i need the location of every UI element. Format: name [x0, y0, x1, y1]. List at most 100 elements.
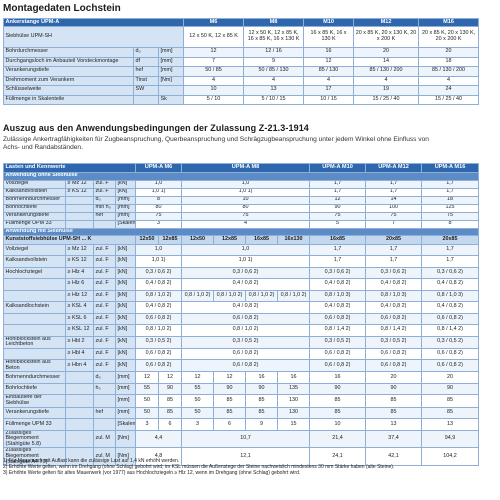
row-label: Hohlblockstein aus Leichtbeton — [3, 335, 66, 349]
row-label: min h₀ — [93, 203, 116, 213]
cell: 0,4 / 0,8 2) — [181, 301, 311, 314]
row-label: zul. F — [93, 335, 116, 349]
cell: 12 x 50 K, 12 x 85 K — [183, 26, 245, 48]
cell: 12x50 — [135, 235, 159, 245]
cell: 6 — [157, 418, 183, 431]
row-label — [133, 94, 159, 105]
row-label: [Nm] — [157, 75, 185, 86]
table-row: Zulässiges Biegemoment (Stahlgüte 5.8) zu… — [3, 429, 480, 449]
row-label — [3, 278, 66, 291]
cell: 0,8 / 1,0 2) — [245, 289, 279, 302]
cell: 125 — [421, 203, 480, 213]
row-label: zul. F — [93, 187, 116, 197]
row-label: Bohrdurchmesser — [3, 47, 134, 58]
cell: 1,0 — [181, 243, 311, 256]
cell: 94,9 — [421, 429, 480, 449]
row-label: [kN] — [115, 243, 136, 256]
cell: 7 — [183, 56, 245, 67]
row-label — [65, 429, 94, 449]
row-label: Verankerungstiefe — [3, 211, 66, 221]
footnotes: 1) Für Mauerwerk mit Auflast kann die zu… — [3, 458, 483, 476]
cell: 19 — [353, 85, 420, 96]
cell: 14 — [353, 56, 420, 67]
cell: 1,7 — [309, 187, 367, 197]
table: Ankerstange UPM-A M6 M8 M10 M12 M16 Siebhülse … — [2, 18, 480, 105]
table-row: Bohrnenndurchmesser d₀ [mm] 12 12 12 12 16 16 16 2… — [3, 371, 480, 384]
cell: 13 — [365, 418, 423, 431]
row-label: ≥ Hbl 4 — [65, 347, 94, 361]
table-row: Durchgangsloch im Anbauteil Vorsteckmont… — [3, 56, 480, 67]
table-row: ≥ Hbl 4 zul. F [kN] 0,6 / 0,8 2) 0,6 / 0,8 2… — [3, 347, 480, 361]
cell: 1,7 — [421, 179, 480, 189]
cell: 4 — [183, 75, 245, 86]
section-title: Auszug aus den Anwendungsbedingungen der… — [3, 123, 309, 133]
cell: 8 — [421, 219, 480, 229]
cell: 1,7 — [365, 187, 423, 197]
cell: 4 — [353, 75, 420, 86]
row-label: [mm] — [157, 66, 185, 77]
row-label: ≥ Mz 12 — [65, 243, 94, 256]
cell: M10 — [303, 18, 355, 27]
cell: 12,1 — [181, 447, 311, 467]
row-label: [kN] — [115, 324, 136, 337]
cell: 1,0 1) — [134, 255, 183, 268]
cell: UPM-A M12 — [365, 163, 423, 173]
cell: 1,7 — [309, 243, 367, 256]
row-label: Vollziegel — [3, 179, 66, 189]
cell: 0,8 / 1,0 2) — [134, 324, 183, 337]
row-label: [mm] — [115, 195, 136, 205]
row-label: Kalksandlochstein — [3, 301, 66, 314]
row-label: [mm] — [115, 371, 136, 384]
row-label: Zulässiges Biegemoment (Stahlgüte 5.8) — [3, 429, 66, 449]
row-label: zul. F — [93, 255, 116, 268]
row-label: Bohrnenndurchmesser — [3, 195, 66, 205]
row-label: df — [133, 56, 159, 67]
cell: 15 / 25 / 40 — [418, 94, 480, 105]
row-label — [3, 347, 66, 361]
cell: 4 — [303, 75, 355, 86]
cell: 85 — [421, 394, 480, 408]
cell: 0,3 / 0,6 2) — [421, 266, 480, 279]
cell: 20 x 85 K, 20 x 130 K, 20 x 200 K — [353, 26, 420, 48]
cell: 16 x 85 K, 16 x 130 K — [303, 26, 355, 48]
cell: 5 / 10 — [183, 94, 245, 105]
cell: 75 — [181, 211, 311, 221]
table-row: ≥ KSL 6 zul. F [kN] 0,6 / 0,8 2) 0,6 / 0,8 2… — [3, 312, 480, 325]
row-label: Kalksandvollstein — [3, 255, 66, 268]
row-label: Tinst — [133, 75, 159, 86]
cell: M8 — [243, 18, 305, 27]
row-label: Einbautiefe der Siebhülse — [3, 394, 66, 408]
row-label: hef — [93, 406, 116, 420]
row-label: zul. F — [93, 278, 116, 291]
cell: 20 — [365, 371, 423, 384]
row-label — [3, 324, 66, 337]
cell: 85 — [245, 406, 279, 420]
cell: 0,4 / 0,8 2) — [309, 301, 367, 314]
cell: 20 x 85 K, 20 x 130 K, 20 x 200 K — [418, 26, 480, 48]
cell: 80 — [181, 203, 311, 213]
cell: 12 — [213, 371, 247, 384]
cell: 4,8 — [134, 447, 183, 467]
cell: UPM-A M16 — [421, 163, 480, 173]
cell: 10 / 15 — [303, 94, 355, 105]
table-row: Ankerstange UPM-A M6 M8 M10 M12 M16 — [2, 18, 480, 27]
cell: 0,3 / 0,6 2) — [365, 266, 423, 279]
cell: 0,6 / 0,8 2) — [421, 312, 480, 325]
cell: 5 — [309, 219, 367, 229]
table-row: Füllmenge in Skalenteile Sk 5 / 10 5 / 10 /… — [3, 94, 480, 105]
cell: 16x85 — [245, 235, 279, 245]
row-label — [93, 394, 116, 408]
row-label: ≥ Hlz 12 — [65, 289, 94, 302]
row-label: d₀ — [93, 371, 116, 384]
cell: 0,8 / 1,0 2) — [181, 324, 311, 337]
cell: 16x130 — [277, 235, 311, 245]
row-label: [mm] — [157, 47, 185, 58]
cell: 12x85 — [213, 235, 247, 245]
row-label: Drehmoment zum Verankern — [3, 75, 134, 86]
cell: 12 — [181, 371, 215, 384]
row-label: [mm] — [115, 394, 136, 408]
table-row: Verankerungstiefe hef [mm] 75 75 75 75 75 — [3, 211, 480, 221]
cell: 90 — [309, 382, 367, 396]
row-label: zul. F — [93, 312, 116, 325]
cell: M6 — [183, 18, 245, 27]
